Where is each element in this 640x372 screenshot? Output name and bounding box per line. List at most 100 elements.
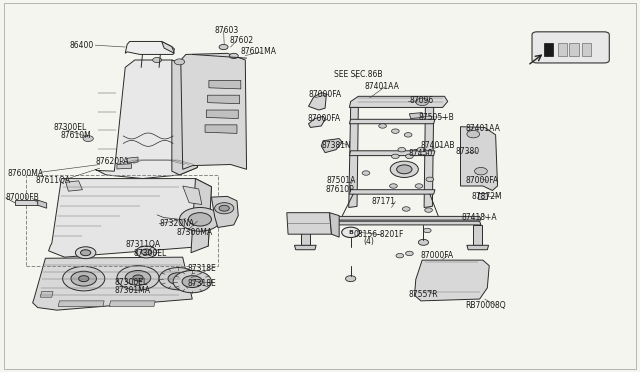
Polygon shape (543, 43, 553, 55)
Circle shape (417, 147, 425, 152)
Circle shape (229, 53, 238, 58)
Circle shape (403, 207, 410, 211)
Polygon shape (301, 225, 310, 245)
Circle shape (219, 44, 228, 49)
Text: 87603: 87603 (214, 26, 239, 35)
Polygon shape (109, 301, 156, 307)
Polygon shape (415, 260, 489, 301)
Text: 87610M: 87610M (61, 131, 92, 140)
Circle shape (153, 57, 162, 62)
Polygon shape (582, 43, 591, 55)
Circle shape (79, 276, 89, 282)
Circle shape (425, 208, 433, 212)
Text: 87000FA: 87000FA (307, 114, 340, 123)
Circle shape (136, 246, 157, 258)
Circle shape (392, 129, 399, 134)
Text: 87872M: 87872M (472, 192, 502, 201)
Text: 87380: 87380 (456, 147, 479, 156)
Polygon shape (209, 80, 241, 89)
Text: 87418+A: 87418+A (462, 213, 497, 222)
Polygon shape (321, 138, 342, 153)
Circle shape (173, 270, 211, 293)
Text: 87300EL: 87300EL (134, 249, 167, 258)
Polygon shape (349, 96, 448, 108)
Polygon shape (211, 196, 238, 228)
Polygon shape (349, 119, 435, 124)
Polygon shape (473, 225, 482, 245)
Circle shape (346, 276, 356, 282)
Circle shape (467, 131, 479, 138)
Text: 87450: 87450 (408, 149, 433, 158)
Circle shape (424, 228, 431, 233)
Circle shape (426, 177, 434, 182)
Text: 87300EL: 87300EL (53, 123, 86, 132)
Circle shape (390, 161, 419, 177)
FancyBboxPatch shape (532, 32, 609, 63)
Polygon shape (180, 53, 246, 169)
Circle shape (63, 266, 105, 291)
Text: 87401AB: 87401AB (421, 141, 456, 151)
Polygon shape (467, 245, 488, 250)
Text: 87401AA: 87401AA (365, 82, 399, 91)
Circle shape (219, 205, 229, 211)
Polygon shape (95, 60, 198, 179)
Circle shape (397, 165, 412, 174)
Polygon shape (182, 186, 202, 205)
Circle shape (416, 98, 429, 106)
Circle shape (81, 250, 91, 256)
Circle shape (141, 249, 152, 255)
Polygon shape (349, 151, 435, 155)
Circle shape (406, 154, 413, 158)
Text: 87600MA: 87600MA (7, 169, 44, 177)
Circle shape (214, 203, 234, 214)
Circle shape (168, 273, 188, 285)
Polygon shape (349, 108, 358, 208)
Text: 87611QA: 87611QA (36, 176, 71, 185)
Circle shape (419, 239, 429, 245)
Polygon shape (478, 193, 487, 199)
Circle shape (125, 270, 151, 285)
Text: B: B (348, 230, 353, 235)
Polygon shape (49, 179, 211, 257)
Polygon shape (162, 41, 174, 53)
Polygon shape (330, 213, 339, 237)
Circle shape (188, 213, 211, 226)
Polygon shape (410, 113, 424, 119)
Polygon shape (125, 41, 174, 54)
Text: 87311QA: 87311QA (126, 240, 161, 249)
Circle shape (396, 253, 404, 258)
Text: 87000FA: 87000FA (421, 251, 454, 260)
Text: SEE SEC.86B: SEE SEC.86B (334, 70, 383, 79)
Text: 87505+B: 87505+B (419, 113, 455, 122)
Text: 87320NA: 87320NA (159, 219, 194, 228)
Circle shape (390, 184, 397, 188)
Circle shape (133, 275, 143, 281)
Text: 87300EL: 87300EL (115, 278, 148, 287)
Text: 87557R: 87557R (408, 290, 438, 299)
Polygon shape (33, 257, 192, 310)
Polygon shape (127, 157, 138, 163)
Polygon shape (349, 190, 435, 194)
Text: 87501A: 87501A (326, 176, 356, 185)
Polygon shape (207, 95, 239, 104)
Circle shape (415, 184, 423, 188)
Polygon shape (191, 179, 211, 253)
Text: 87401AA: 87401AA (466, 124, 500, 133)
Circle shape (474, 167, 487, 175)
Polygon shape (58, 301, 104, 307)
Polygon shape (66, 181, 83, 191)
Polygon shape (461, 127, 497, 190)
Circle shape (182, 276, 202, 288)
Circle shape (174, 59, 184, 65)
Circle shape (406, 251, 413, 256)
Text: 87318E: 87318E (187, 264, 216, 273)
Circle shape (362, 171, 370, 175)
Polygon shape (294, 221, 481, 225)
Polygon shape (205, 125, 237, 134)
Circle shape (398, 147, 406, 152)
Polygon shape (569, 43, 579, 55)
Text: 87300MA: 87300MA (177, 228, 213, 237)
Circle shape (71, 271, 97, 286)
Polygon shape (15, 200, 38, 205)
Polygon shape (557, 43, 567, 55)
